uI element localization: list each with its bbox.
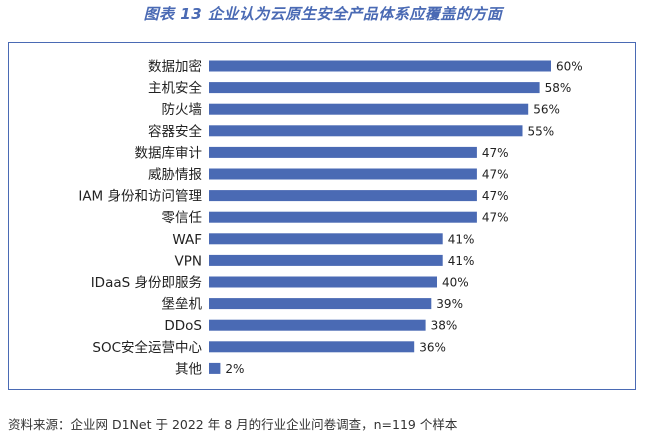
category-label: VPN bbox=[175, 253, 202, 269]
data-label: 47% bbox=[482, 211, 509, 225]
bar bbox=[209, 190, 477, 202]
data-label: 60% bbox=[556, 60, 583, 74]
data-label: 36% bbox=[419, 340, 446, 354]
bar bbox=[209, 276, 437, 288]
category-label: IAM 身份和访问管理 bbox=[78, 189, 202, 205]
data-label: 47% bbox=[482, 146, 509, 160]
bar bbox=[209, 298, 432, 310]
category-label: WAF bbox=[172, 232, 202, 248]
data-label: 47% bbox=[482, 189, 509, 203]
bar bbox=[209, 319, 426, 331]
category-label: SOC安全运营中心 bbox=[92, 339, 202, 356]
category-label: 容器安全 bbox=[148, 123, 202, 140]
data-label: 38% bbox=[431, 319, 458, 333]
data-label: 41% bbox=[448, 254, 475, 268]
data-label: 55% bbox=[528, 124, 555, 138]
source-footnote: 资料来源：企业网 D1Net 于 2022 年 8 月的行业企业问卷调查，n=1… bbox=[8, 417, 458, 432]
data-label: 58% bbox=[545, 81, 572, 95]
category-label: IDaaS 身份即服务 bbox=[91, 275, 202, 291]
bar bbox=[209, 341, 415, 353]
data-label: 2% bbox=[225, 362, 244, 376]
bar bbox=[209, 254, 443, 266]
bar bbox=[209, 211, 477, 223]
chart-frame bbox=[8, 42, 636, 390]
category-label: 主机安全 bbox=[148, 80, 202, 97]
category-label: 零信任 bbox=[162, 210, 203, 226]
bar bbox=[209, 233, 443, 245]
bar bbox=[209, 103, 529, 115]
data-label: 56% bbox=[533, 103, 560, 117]
data-label: 47% bbox=[482, 168, 509, 182]
bar bbox=[209, 82, 540, 94]
bar bbox=[209, 168, 477, 180]
chart-title: 图表 13 企业认为云原生安全产品体系应覆盖的方面 bbox=[143, 5, 503, 23]
category-label: 数据加密 bbox=[148, 58, 202, 75]
bar bbox=[209, 146, 477, 158]
category-label: 数据库审计 bbox=[135, 145, 203, 161]
bar bbox=[209, 362, 221, 374]
bar bbox=[209, 60, 551, 72]
data-label: 40% bbox=[442, 276, 469, 290]
category-label: 堡垒机 bbox=[162, 297, 203, 313]
data-label: 39% bbox=[436, 297, 463, 311]
data-label: 41% bbox=[448, 232, 475, 246]
category-label: 威胁情报 bbox=[148, 167, 202, 183]
category-label: DDoS bbox=[164, 318, 202, 334]
category-label: 防火墙 bbox=[162, 102, 203, 118]
category-label: 其他 bbox=[175, 361, 202, 377]
bar bbox=[209, 125, 523, 137]
